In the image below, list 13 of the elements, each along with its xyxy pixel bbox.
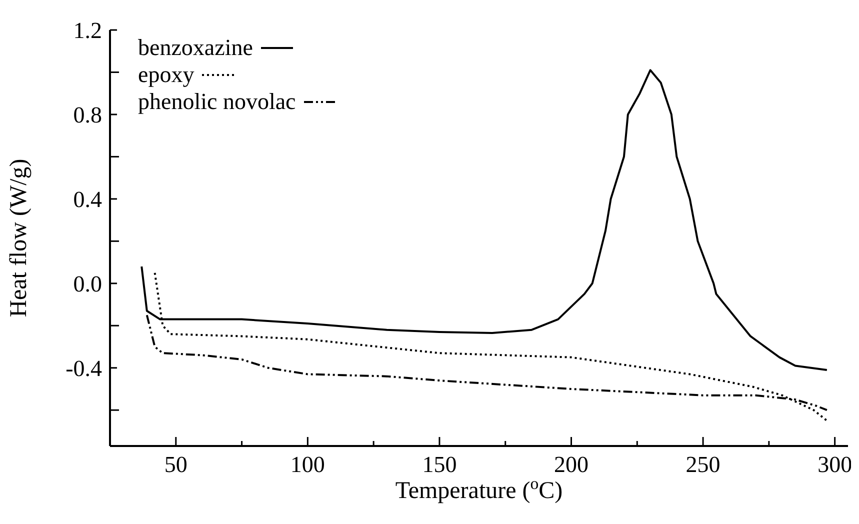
y-tick-label: 0.8 <box>73 102 102 128</box>
x-tick-label: 100 <box>290 452 325 477</box>
y-tick-label: 0.4 <box>73 186 102 212</box>
y-tick-label: 1.2 <box>73 18 102 43</box>
y-tick-label: 0.0 <box>73 271 102 296</box>
y-axis-title: Heat flow (W/g) <box>6 158 32 318</box>
x-tick-label: 250 <box>686 452 720 477</box>
x-tick-label: 300 <box>818 452 852 477</box>
legend-label: phenolic novolac <box>138 88 296 115</box>
y-tick-label: -0.4 <box>66 356 102 381</box>
legend-label: benzoxazine <box>138 34 253 61</box>
legend-label: epoxy <box>138 61 194 88</box>
x-tick-label: 50 <box>164 452 188 477</box>
